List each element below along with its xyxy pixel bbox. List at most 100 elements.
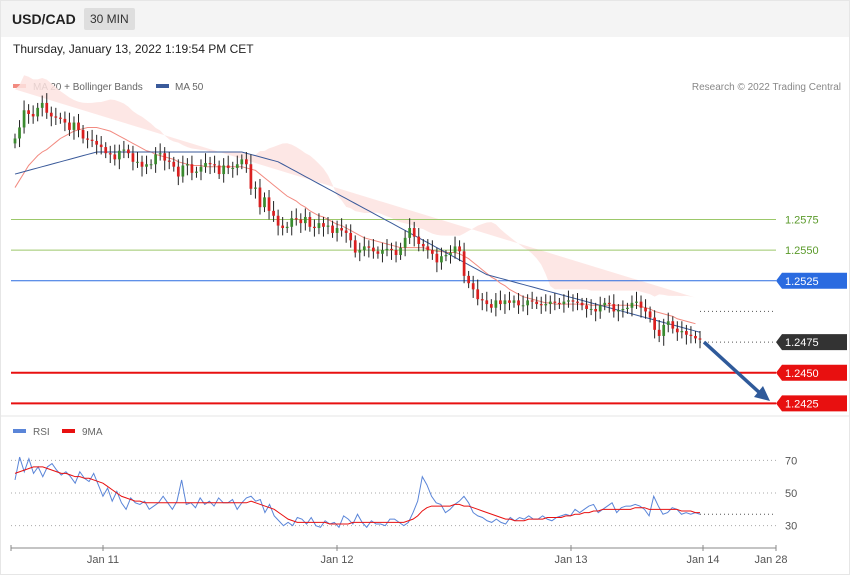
rsi-ma-line <box>14 466 700 525</box>
candle-body <box>36 107 40 117</box>
candle-body <box>172 161 176 167</box>
candle-body <box>208 163 212 165</box>
candle-body <box>163 153 167 161</box>
candle-body <box>494 300 498 308</box>
candle-body <box>444 255 448 257</box>
candle-body <box>544 304 548 306</box>
rsi-legend-swatch <box>13 429 26 433</box>
candle-body <box>349 232 353 241</box>
candle-body <box>63 118 67 123</box>
candle-body <box>344 230 348 233</box>
candle-body <box>385 248 389 251</box>
bollinger-band <box>15 75 696 298</box>
forecast-arrow-head <box>754 385 770 401</box>
x-tick-label-jan-11: Jan 11 <box>87 554 119 566</box>
candle-body <box>77 122 80 130</box>
forecast-arrow-line <box>702 340 764 397</box>
timestamp: Thursday, January 13, 2022 1:19:54 PM CE… <box>13 42 254 56</box>
candle-body <box>72 122 76 130</box>
level-label-1.2450: 1.2450 <box>785 368 819 380</box>
candle-body <box>467 275 471 284</box>
candle-body <box>113 154 117 160</box>
candle-body <box>390 248 393 251</box>
candle-body <box>471 283 475 290</box>
candle-body <box>399 247 402 256</box>
header-bar: USD/CAD 30 MIN <box>0 0 850 37</box>
candle-body <box>358 250 362 253</box>
candle-body <box>222 165 226 175</box>
rsi-line <box>14 456 701 529</box>
time-axis: Jan 11 Jan 12 Jan 13 Jan 14 Jan 28 <box>10 545 788 566</box>
candle-body <box>675 328 679 333</box>
candle-body <box>322 223 325 227</box>
candle-body <box>68 122 71 130</box>
candle-body <box>372 247 375 252</box>
candle-body <box>108 153 112 155</box>
candle-body <box>54 116 58 118</box>
candle-body <box>59 117 62 119</box>
candle-body <box>671 321 675 329</box>
candle-body <box>181 165 185 177</box>
candle-body <box>326 225 330 227</box>
candle-body <box>254 187 257 189</box>
candle-body <box>299 219 303 224</box>
candle-body <box>381 250 384 254</box>
candle-body <box>167 160 171 162</box>
candle-body <box>476 289 480 300</box>
x-tick-label-jan-12: Jan 12 <box>320 554 353 566</box>
level-label-1.2525: 1.2525 <box>785 276 819 288</box>
candle-body <box>267 197 271 211</box>
x-tick-label-jan-14: Jan 14 <box>686 554 719 566</box>
candle-body <box>145 164 148 167</box>
candle-body <box>353 240 357 253</box>
candle-body <box>630 302 634 308</box>
rsi-tick-label-50: 50 <box>785 488 797 500</box>
candle-body <box>485 300 489 305</box>
candle-body <box>240 159 244 165</box>
candle-body <box>27 110 30 114</box>
rsi-tick-label-70: 70 <box>785 455 797 467</box>
candle-body <box>489 304 493 308</box>
symbol-label: USD/CAD <box>12 11 76 27</box>
timeframe-button[interactable]: 30 MIN <box>84 8 135 30</box>
rsi-ma-legend-label: 9MA <box>82 427 103 438</box>
candle-body <box>580 302 584 306</box>
candle-body <box>49 112 53 117</box>
candle-body <box>244 159 248 165</box>
candle-body <box>317 223 321 229</box>
candle-body <box>285 226 289 229</box>
candle-body <box>249 164 253 189</box>
level-tag-1.2425 <box>776 395 847 412</box>
candle-body <box>95 140 99 145</box>
candle-body <box>458 246 461 252</box>
candle-body <box>331 225 334 233</box>
level-label-1.2550: 1.2550 <box>785 245 819 257</box>
candle-body <box>417 236 421 244</box>
level-tag-1.2475 <box>776 334 847 351</box>
candle-body <box>521 305 525 307</box>
candle-body <box>308 216 312 227</box>
candle-body <box>376 251 380 254</box>
candle-body <box>440 256 443 263</box>
candle-body <box>621 308 625 311</box>
candle-body <box>689 334 693 336</box>
ma50-legend-swatch <box>156 84 169 88</box>
candle-body <box>86 138 89 140</box>
candle-body <box>644 307 647 312</box>
candle-body <box>176 166 180 177</box>
candle-body <box>694 335 697 339</box>
candle-body <box>576 301 579 303</box>
candle-body <box>231 167 235 169</box>
candle-body <box>539 304 543 306</box>
ma20-legend-label: MA 20 + Bollinger Bands <box>33 82 143 93</box>
x-tick-label-jan-13: Jan 13 <box>554 554 587 566</box>
level-label-1.2475: 1.2475 <box>785 337 819 349</box>
candle-body <box>662 324 666 336</box>
candle-body <box>626 307 629 309</box>
candle-body <box>412 228 416 237</box>
candle-body <box>657 329 661 336</box>
ma20-line <box>14 126 696 325</box>
candle-body <box>136 161 139 163</box>
candle-body <box>589 308 593 310</box>
